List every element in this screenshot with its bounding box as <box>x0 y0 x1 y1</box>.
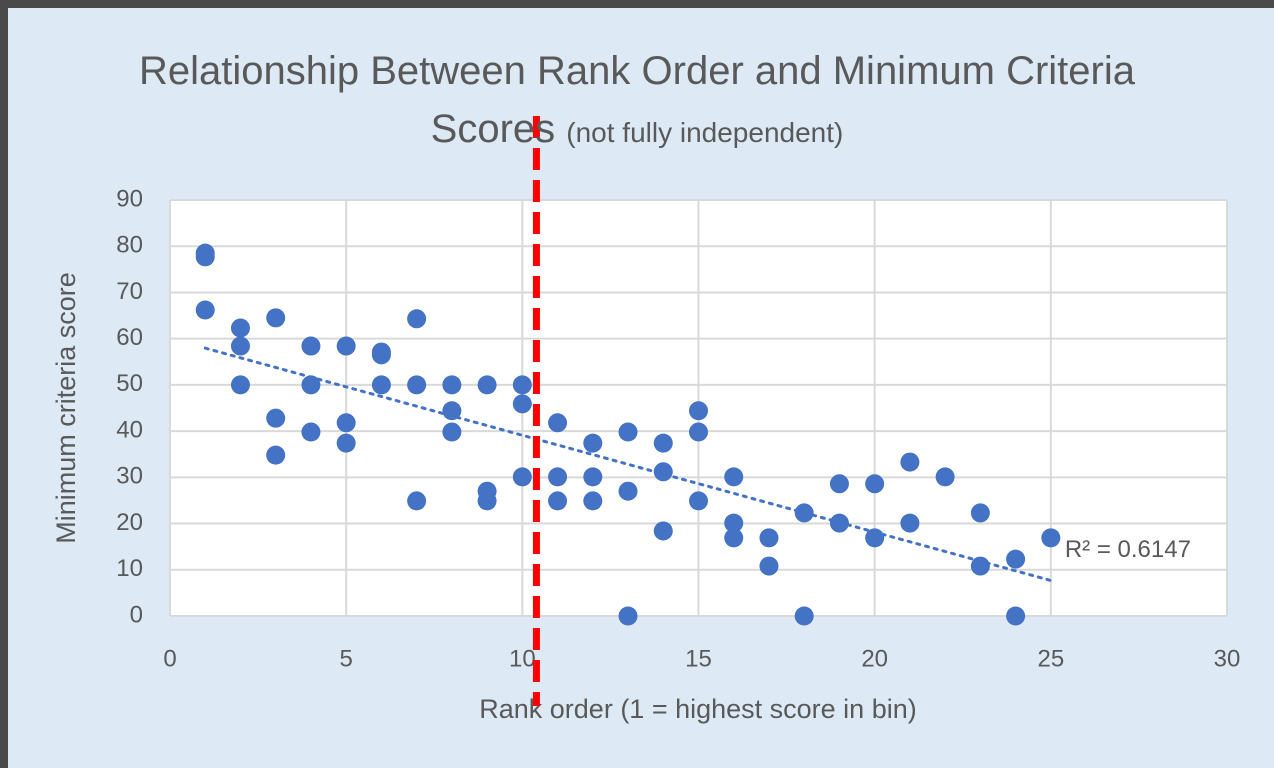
point <box>266 308 286 328</box>
y-tick-label: 50 <box>116 370 143 397</box>
point <box>900 513 920 533</box>
point <box>653 433 673 453</box>
point <box>759 556 779 576</box>
y-tick-label: 30 <box>116 463 143 490</box>
x-tick-label: 25 <box>1037 645 1064 672</box>
point <box>724 528 744 548</box>
point <box>371 375 391 395</box>
point <box>548 467 568 487</box>
x-tick-label: 20 <box>861 645 888 672</box>
point <box>900 452 920 472</box>
point <box>618 481 638 501</box>
point <box>477 375 497 395</box>
point <box>548 491 568 511</box>
point <box>794 606 814 626</box>
y-tick-label: 20 <box>116 509 143 536</box>
point <box>512 467 532 487</box>
point <box>230 375 250 395</box>
point <box>442 422 462 442</box>
x-tick-label: 10 <box>509 645 536 672</box>
y-tick-label: 60 <box>116 324 143 351</box>
point <box>865 528 885 548</box>
point <box>829 474 849 494</box>
point <box>618 422 638 442</box>
point <box>230 318 250 338</box>
point <box>407 375 427 395</box>
x-tick-label: 5 <box>339 645 352 672</box>
point <box>583 467 603 487</box>
point <box>724 467 744 487</box>
point <box>301 336 321 356</box>
x-tick-label: 30 <box>1214 645 1241 672</box>
chart-title-block: Relationship Between Rank Order and Mini… <box>137 42 1137 162</box>
y-tick-label: 10 <box>116 555 143 582</box>
y-tick-label: 80 <box>116 232 143 259</box>
point <box>1041 528 1061 548</box>
trendline <box>203 346 1053 583</box>
point <box>266 408 286 428</box>
point <box>689 491 708 511</box>
point <box>301 422 321 442</box>
point <box>583 433 603 453</box>
y-tick-label: 70 <box>116 278 143 305</box>
point <box>1006 606 1026 626</box>
point <box>970 556 990 576</box>
x-tick-label: 0 <box>163 645 176 672</box>
point <box>759 528 779 548</box>
point <box>653 521 673 541</box>
point <box>336 433 356 453</box>
point <box>371 345 391 365</box>
trendline-label: R² = 0.6147 <box>1065 536 1191 563</box>
point <box>477 491 497 511</box>
x-axis-title: Rank order (1 = highest score in bin) <box>479 694 916 724</box>
point <box>1006 549 1026 569</box>
point <box>935 467 955 487</box>
x-tick-label: 15 <box>685 645 712 672</box>
point <box>442 375 462 395</box>
chart-title: Relationship Between Rank Order and Mini… <box>139 49 1135 151</box>
point <box>336 413 356 433</box>
y-tick-label: 40 <box>116 416 143 443</box>
y-tick-label: 0 <box>130 601 143 628</box>
point <box>512 394 532 414</box>
point <box>689 422 708 442</box>
point <box>301 375 321 395</box>
y-tick-label: 90 <box>116 185 143 212</box>
point <box>548 413 568 433</box>
point <box>442 401 462 421</box>
point <box>230 336 250 356</box>
point <box>407 309 427 329</box>
point <box>512 375 532 395</box>
point <box>724 513 744 533</box>
y-axis-title: Minimum criteria score <box>51 272 81 544</box>
point <box>794 503 814 523</box>
point <box>195 247 215 267</box>
chart-subtitle: (not fully independent) <box>566 117 844 148</box>
point <box>195 300 215 320</box>
point <box>618 606 638 626</box>
point <box>970 503 990 523</box>
point <box>407 491 427 511</box>
point <box>583 491 603 511</box>
point <box>653 462 673 482</box>
point <box>689 401 708 421</box>
point <box>266 445 286 465</box>
point <box>865 474 885 494</box>
point <box>336 336 356 356</box>
point <box>829 513 849 533</box>
